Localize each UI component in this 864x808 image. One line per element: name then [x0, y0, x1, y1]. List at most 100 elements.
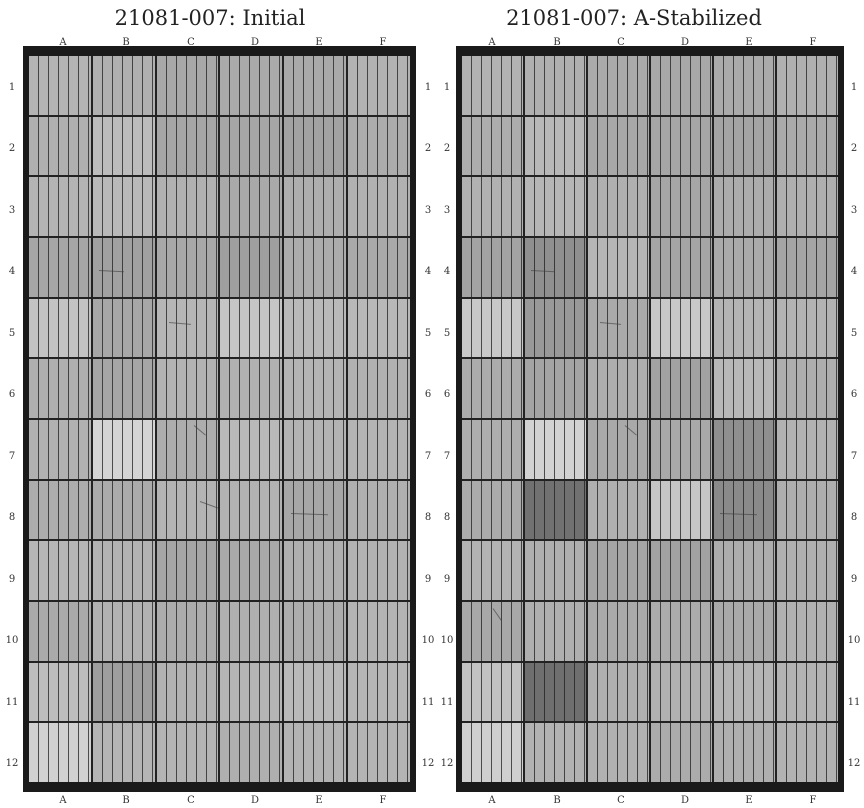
- module-cell: [348, 56, 410, 115]
- row-label: 10: [421, 635, 435, 646]
- module-cell: [156, 116, 219, 176]
- column-label: D: [680, 37, 690, 48]
- module-cell: [29, 177, 91, 236]
- module-cell: [525, 541, 586, 600]
- module-cell: [714, 602, 775, 661]
- module-cell: [92, 420, 155, 479]
- row-label: 10: [440, 635, 454, 646]
- column-label: A: [59, 795, 67, 806]
- module-cell: [651, 359, 712, 418]
- module-cell: [777, 177, 838, 236]
- module-cell: [156, 723, 219, 782]
- cell-crack: [193, 424, 206, 436]
- column-label: C: [617, 37, 625, 48]
- row-label: 8: [8, 512, 16, 523]
- row-label: 9: [443, 574, 451, 585]
- module-cell: [588, 420, 649, 479]
- row-label: 3: [443, 205, 451, 216]
- module-cell: [777, 298, 838, 358]
- module-cell: [462, 116, 523, 176]
- module-cell: [156, 359, 219, 418]
- module-cell: [220, 662, 283, 722]
- module-cell: [348, 480, 410, 540]
- module-cell: [92, 602, 155, 661]
- row-label: 7: [424, 451, 432, 462]
- module-cell: [525, 359, 586, 418]
- row-label: 9: [424, 574, 432, 585]
- module-cell: [588, 238, 649, 297]
- module-cell: [462, 541, 523, 600]
- module-cell: [156, 480, 219, 540]
- module-cell: [525, 480, 586, 540]
- module-cell: [651, 602, 712, 661]
- cell-crack: [290, 512, 328, 516]
- row-label: 3: [8, 205, 16, 216]
- panel-initial: 21081-007: Initial A B C D E F A B C D E…: [0, 0, 435, 808]
- module-cell: [714, 56, 775, 115]
- module-cell: [462, 177, 523, 236]
- column-label: A: [488, 37, 496, 48]
- module-cell: [92, 298, 155, 358]
- module-cell: [92, 238, 155, 297]
- row-label: 4: [424, 266, 432, 277]
- module-cell: [525, 662, 586, 722]
- module-cell: [156, 56, 219, 115]
- cell-crack: [168, 322, 191, 326]
- row-label: 8: [850, 512, 858, 523]
- row-label: 6: [8, 389, 16, 400]
- row-label: 2: [443, 143, 451, 154]
- row-label: 11: [440, 697, 454, 708]
- module-cell: [284, 662, 347, 722]
- module-cell: [651, 723, 712, 782]
- column-label: B: [122, 37, 130, 48]
- row-label: 5: [8, 328, 16, 339]
- module-cell: [651, 541, 712, 600]
- module-cell: [588, 116, 649, 176]
- row-label: 9: [8, 574, 16, 585]
- column-label: E: [315, 795, 323, 806]
- module-cell: [156, 238, 219, 297]
- module-cell: [714, 480, 775, 540]
- module-cell: [588, 662, 649, 722]
- module-cell: [29, 298, 91, 358]
- module-cell: [777, 116, 838, 176]
- module-cell: [220, 116, 283, 176]
- cell-crack: [492, 608, 502, 622]
- column-label: F: [809, 795, 817, 806]
- column-label: F: [379, 795, 387, 806]
- column-label: B: [553, 795, 561, 806]
- module-cell: [284, 298, 347, 358]
- module-cell: [525, 177, 586, 236]
- module-cell: [220, 298, 283, 358]
- module-cell: [220, 420, 283, 479]
- module-cell: [651, 420, 712, 479]
- module-cell: [525, 56, 586, 115]
- row-label: 12: [847, 758, 861, 769]
- module-cell: [284, 359, 347, 418]
- module-cell: [284, 238, 347, 297]
- row-label: 3: [424, 205, 432, 216]
- module-cell: [714, 420, 775, 479]
- module-cell: [284, 723, 347, 782]
- module-cell: [651, 298, 712, 358]
- module-cell: [588, 177, 649, 236]
- module-cell: [156, 177, 219, 236]
- row-label: 6: [424, 389, 432, 400]
- module-cell: [284, 602, 347, 661]
- column-label: F: [809, 37, 817, 48]
- row-label: 11: [421, 697, 435, 708]
- module-cell: [714, 541, 775, 600]
- row-label: 4: [850, 266, 858, 277]
- module-cell: [29, 238, 91, 297]
- row-label: 7: [8, 451, 16, 462]
- module-cell: [714, 359, 775, 418]
- module-cell: [348, 541, 410, 600]
- module-cell: [588, 541, 649, 600]
- module-cell: [777, 723, 838, 782]
- row-label: 8: [443, 512, 451, 523]
- module-cell: [348, 420, 410, 479]
- module-cell: [651, 480, 712, 540]
- module-cell: [29, 723, 91, 782]
- row-label: 12: [421, 758, 435, 769]
- row-label: 2: [8, 143, 16, 154]
